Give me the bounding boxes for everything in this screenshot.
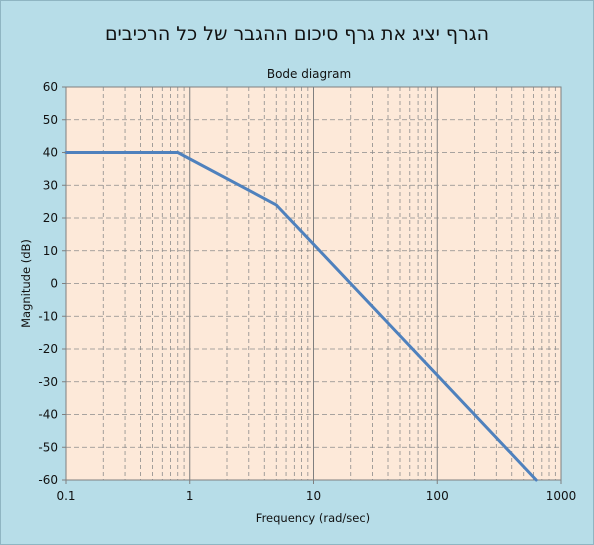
y-axis-title: Magnitude (dB)	[19, 239, 33, 328]
x-tick-label: 100	[426, 489, 449, 503]
y-tick-label: 10	[43, 244, 58, 258]
x-tick-label: 0.1	[56, 489, 75, 503]
series-line	[64, 151, 538, 482]
chart-title: Bode diagram	[267, 67, 351, 81]
x-tick-label: 10	[306, 489, 321, 503]
y-tick-labels: 60 50 40 30 20 10 0 -10 -20 -30 -40 -50 -60	[38, 80, 66, 487]
y-tick-label: -30	[38, 375, 58, 389]
y-tick-label: 30	[43, 178, 58, 192]
y-tick-label: -60	[38, 473, 58, 487]
y-tick-label: 20	[43, 211, 58, 225]
y-tick-label: -10	[38, 309, 58, 323]
y-tick-label: 0	[50, 277, 58, 291]
y-tick-label: 60	[43, 80, 58, 94]
y-tick-label: 50	[43, 113, 58, 127]
x-tick-label: 1	[186, 489, 194, 503]
series-layer	[64, 151, 538, 482]
x-axis-title: Frequency (rad/sec)	[256, 511, 370, 525]
page-title: הגרף יציג את גרף סיכום ההגבר של כל הרכיב…	[104, 23, 490, 45]
y-tick-label: -20	[38, 342, 58, 356]
x-tick-label: 1000	[546, 489, 577, 503]
y-tick-label: 40	[43, 146, 58, 160]
y-tick-label: -40	[38, 408, 58, 422]
x-tick-labels: 0.1 1 10 100 1000	[56, 480, 576, 503]
y-tick-label: -50	[38, 440, 58, 454]
